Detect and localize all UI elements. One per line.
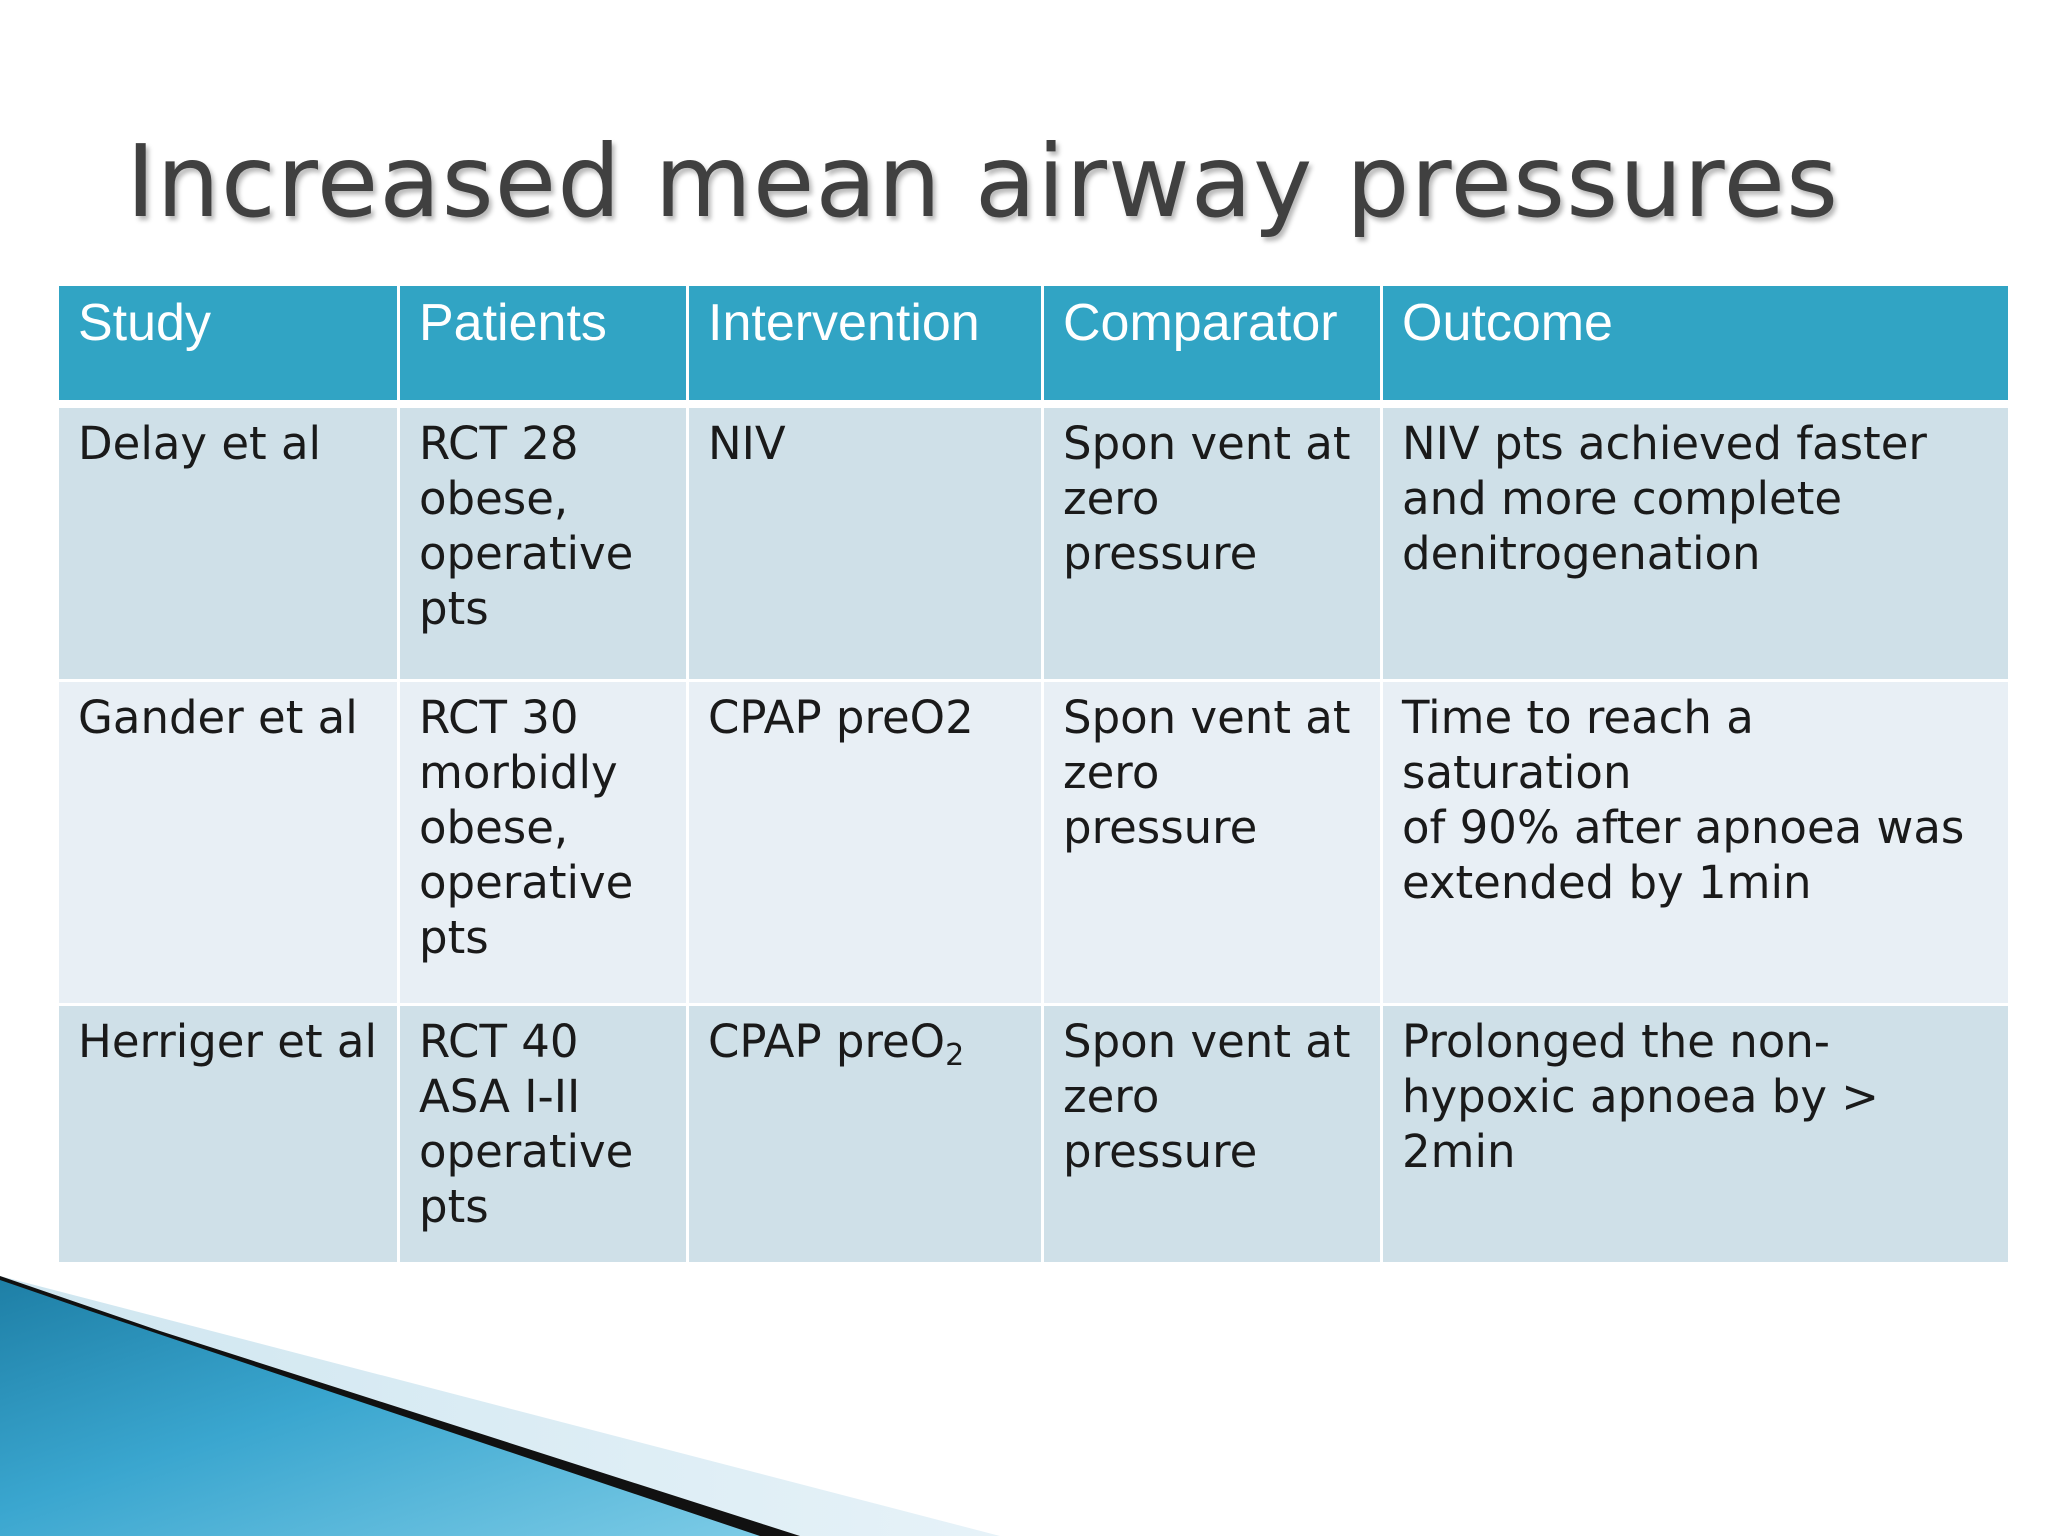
table-row: Gander et al RCT 30 morbidly obese, oper… [56,679,2011,1006]
comparator-line: pressure [1063,527,1258,580]
patients-line: pts [419,582,489,635]
cell-intervention: CPAP preO2 [686,1003,1044,1265]
cell-patients: RCT 30 morbidly obese, operative pts [397,679,689,1006]
table-row: Delay et al RCT 28 obese, operative pts … [56,402,2011,682]
cell-intervention: CPAP preO2 [686,679,1044,1006]
header-patients: Patients [397,283,689,408]
header-study: Study [56,283,400,408]
outcome-line: extended by 1min [1402,856,1812,909]
outcome-line: Time to reach a saturation [1402,691,1754,799]
comparator-line: Spon vent at [1063,691,1351,744]
study-name: Gander et al [78,691,358,744]
patients-line: obese, [419,801,569,854]
patients-line: pts [419,911,489,964]
cell-patients: RCT 28 obese, operative pts [397,402,689,682]
comparator-line: pressure [1063,1125,1258,1178]
cell-study: Gander et al [56,679,400,1006]
patients-line: RCT 30 [419,691,579,744]
patients-line: ASA I-II [419,1070,581,1123]
study-name: Delay et al [78,417,322,470]
intervention-text: NIV [708,417,786,470]
comparator-line: pressure [1063,801,1258,854]
cell-comparator: Spon vent at zero pressure [1041,679,1383,1006]
outcome-line: 2min [1402,1125,1516,1178]
patients-line: pts [419,1180,489,1233]
decorative-swoosh [0,1276,1000,1536]
cell-study: Herriger et al [56,1003,400,1265]
outcome-line: Prolonged the non- [1402,1015,1831,1068]
outcome-line: and more complete [1402,472,1843,525]
cell-comparator: Spon vent at zero pressure [1041,1003,1383,1265]
cell-patients: RCT 40 ASA I-II operative pts [397,1003,689,1265]
cell-comparator: Spon vent at zero pressure [1041,402,1383,682]
comparator-line: zero [1063,746,1160,799]
table-header-row: Study Patients Intervention Comparator O… [56,283,2011,408]
header-outcome: Outcome [1380,283,2011,408]
patients-line: operative [419,856,634,909]
outcome-line: hypoxic apnoea by > [1402,1070,1880,1123]
table-row: Herriger et al RCT 40 ASA I-II operative… [56,1003,2011,1265]
header-comparator: Comparator [1041,283,1383,408]
study-name: Herriger et al [78,1015,378,1068]
patients-line: morbidly [419,746,618,799]
patients-line: operative [419,527,634,580]
cell-outcome: Prolonged the non- hypoxic apnoea by > 2… [1380,1003,2011,1265]
patients-line: RCT 28 [419,417,579,470]
patients-line: obese, [419,472,569,525]
header-intervention: Intervention [686,283,1044,408]
cell-intervention: NIV [686,402,1044,682]
outcome-line: NIV pts achieved faster [1402,417,1927,470]
study-table: Study Patients Intervention Comparator O… [56,283,2011,1265]
intervention-base: CPAP preO [708,1015,946,1068]
slide-title: Increased mean airway pressures [126,123,1840,240]
comparator-line: Spon vent at [1063,1015,1351,1068]
patients-line: operative [419,1125,634,1178]
cell-outcome: NIV pts achieved faster and more complet… [1380,402,2011,682]
intervention-subscript: 2 [945,1038,965,1073]
intervention-text: CPAP preO2 [708,691,974,744]
outcome-line: of 90% after apnoea was [1402,801,1965,854]
cell-study: Delay et al [56,402,400,682]
comparator-line: zero [1063,472,1160,525]
comparator-line: Spon vent at [1063,417,1351,470]
patients-line: RCT 40 [419,1015,579,1068]
outcome-line: denitrogenation [1402,527,1761,580]
cell-outcome: Time to reach a saturation of 90% after … [1380,679,2011,1006]
comparator-line: zero [1063,1070,1160,1123]
